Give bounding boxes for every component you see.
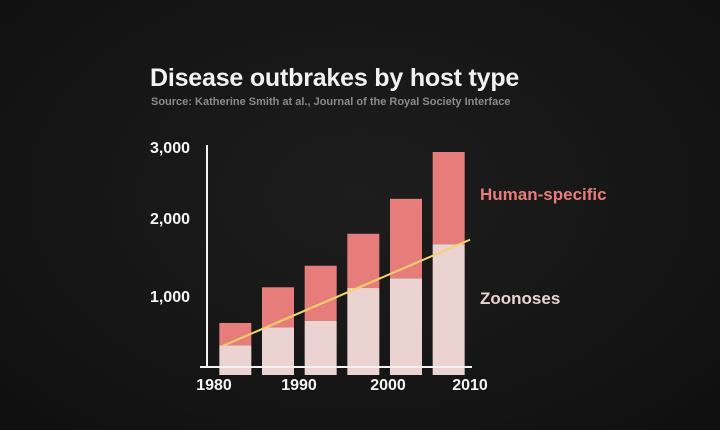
y-tick-label: 1,000 (149, 289, 190, 306)
x-tick-label: 2010 (452, 377, 488, 394)
bar-zoonoses (390, 278, 422, 375)
bar-zoonoses (347, 288, 380, 375)
x-tick-label: 1980 (196, 377, 232, 394)
series-label-human-specific: Human-specific (480, 185, 607, 204)
y-tick-label: 2,000 (149, 211, 190, 228)
bar-zoonoses (304, 320, 337, 375)
chart-subtitle: Source: Katherine Smith at al., Journal … (151, 96, 511, 108)
x-tick-label: 1990 (281, 377, 317, 394)
x-tick-label: 2000 (370, 377, 406, 394)
trend-line (222, 238, 471, 347)
bar-human-specific (432, 152, 465, 245)
series-label-zoonoses: Zoonoses (480, 289, 561, 308)
bar-zoonoses (432, 244, 465, 375)
bar-human-specific (390, 198, 422, 279)
bar-zoonoses (219, 345, 252, 375)
bar-human-specific (347, 233, 380, 289)
bar-human-specific (304, 265, 337, 321)
bar-human-specific (219, 322, 252, 346)
y-tick-label: 3,000 (149, 140, 190, 157)
chart-title: Disease outbrakes by host type (150, 64, 520, 92)
bar-human-specific (262, 287, 294, 328)
